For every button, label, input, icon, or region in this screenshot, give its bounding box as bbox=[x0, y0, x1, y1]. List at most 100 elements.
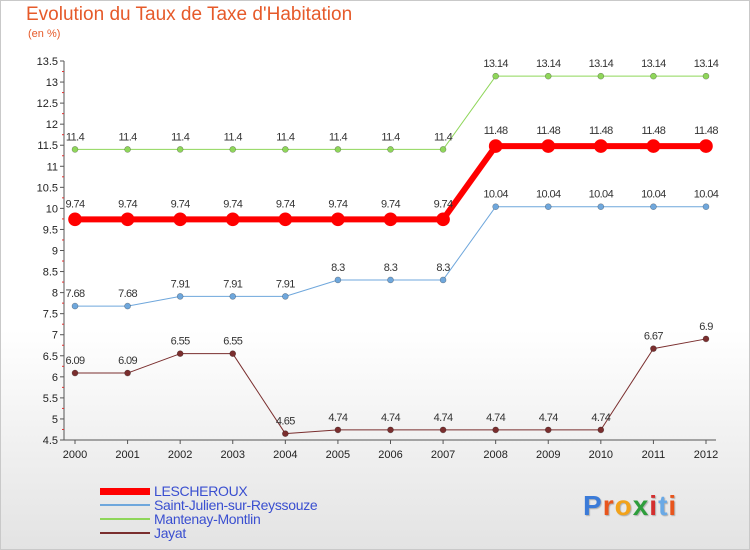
logo-letter: P bbox=[583, 490, 603, 521]
data-point-mantenay-montlin bbox=[492, 72, 499, 80]
y-tick-label: 8 bbox=[52, 288, 58, 300]
data-label-lescheroux: 9.74 bbox=[434, 198, 453, 210]
data-point-jayat bbox=[544, 426, 552, 434]
data-point-saint-julien-sur-reyssouze bbox=[439, 276, 447, 284]
data-point-jayat bbox=[702, 335, 710, 343]
data-label-lescheroux: 9.74 bbox=[118, 198, 137, 210]
data-point-saint-julien-sur-reyssouze bbox=[334, 276, 342, 284]
data-label-lescheroux: 11.48 bbox=[694, 125, 718, 137]
y-tick-label: 11 bbox=[47, 161, 58, 173]
data-label-saint-julien-sur-reyssouze: 7.91 bbox=[276, 278, 295, 290]
x-tick-label: 2005 bbox=[326, 449, 350, 461]
data-label-saint-julien-sur-reyssouze: 8.3 bbox=[331, 262, 345, 274]
data-point-saint-julien-sur-reyssouze bbox=[282, 293, 289, 300]
y-tick-label: 5.5 bbox=[43, 393, 58, 405]
data-point-mantenay-montlin bbox=[702, 72, 710, 80]
legend-item-saint-julien-sur-reyssouze: Saint-Julien-sur-Reyssouze bbox=[100, 498, 318, 512]
legend-swatch bbox=[100, 518, 150, 520]
y-tick-label: 4.5 bbox=[43, 435, 58, 447]
data-label-lescheroux: 11.48 bbox=[642, 125, 666, 137]
data-point-saint-julien-sur-reyssouze bbox=[597, 203, 605, 211]
data-point-mantenay-montlin bbox=[334, 146, 342, 153]
data-label-saint-julien-sur-reyssouze: 10.04 bbox=[483, 189, 508, 201]
data-point-jayat bbox=[334, 426, 342, 434]
data-label-mantenay-montlin: 11.4 bbox=[171, 131, 190, 143]
legend-label: Mantenay-Montlin bbox=[154, 511, 261, 527]
data-point-mantenay-montlin bbox=[124, 146, 131, 153]
y-tick-label: 12 bbox=[46, 119, 58, 131]
data-label-saint-julien-sur-reyssouze: 10.04 bbox=[641, 189, 666, 201]
data-point-mantenay-montlin bbox=[439, 146, 447, 153]
x-tick-label: 2012 bbox=[694, 449, 718, 461]
data-point-lescheroux bbox=[488, 139, 503, 153]
legend-swatch bbox=[100, 504, 150, 506]
data-label-jayat: 6.55 bbox=[223, 336, 242, 348]
data-label-mantenay-montlin: 11.4 bbox=[381, 131, 400, 143]
x-tick-label: 2002 bbox=[168, 449, 192, 461]
data-label-mantenay-montlin: 11.4 bbox=[276, 131, 295, 143]
data-label-lescheroux: 11.48 bbox=[484, 125, 508, 137]
data-point-jayat bbox=[492, 426, 499, 434]
data-point-mantenay-montlin bbox=[176, 146, 184, 153]
data-label-saint-julien-sur-reyssouze: 10.04 bbox=[694, 189, 719, 201]
data-point-jayat bbox=[282, 430, 289, 437]
data-point-jayat bbox=[176, 350, 184, 357]
data-label-jayat: 6.67 bbox=[644, 331, 663, 343]
y-tick-label: 10 bbox=[46, 203, 58, 215]
data-point-mantenay-montlin bbox=[597, 72, 605, 80]
y-tick-label: 7 bbox=[52, 330, 58, 342]
data-point-jayat bbox=[71, 369, 79, 377]
x-tick-label: 2008 bbox=[483, 449, 507, 461]
data-point-lescheroux bbox=[68, 212, 82, 227]
x-tick-label: 2006 bbox=[378, 449, 402, 461]
y-tick-label: 9 bbox=[52, 246, 58, 258]
y-tick-label: 11.5 bbox=[37, 140, 58, 152]
legend-item-lescheroux: LESCHEROUX bbox=[100, 484, 317, 498]
data-point-mantenay-montlin bbox=[387, 146, 394, 153]
x-tick-label: 2000 bbox=[63, 449, 87, 461]
data-label-mantenay-montlin: 11.4 bbox=[118, 131, 137, 143]
data-point-saint-julien-sur-reyssouze bbox=[544, 203, 552, 211]
legend: LESCHEROUX Saint-Julien-sur-Reyssouze Mant… bbox=[100, 484, 318, 541]
x-tick-label: 2004 bbox=[273, 449, 297, 461]
data-point-jayat bbox=[650, 345, 657, 352]
data-label-mantenay-montlin: 11.4 bbox=[434, 131, 453, 143]
y-tick-label: 5 bbox=[52, 414, 58, 426]
x-tick-label: 2010 bbox=[589, 449, 613, 461]
data-point-saint-julien-sur-reyssouze bbox=[229, 293, 237, 300]
data-point-saint-julien-sur-reyssouze bbox=[124, 302, 131, 310]
line-chart: 4.5 5 5.5 6 6.5 7 7.5 8 8.5 9 9.5 10 10.5 11 11.5 12 12.… bbox=[37, 56, 720, 461]
data-label-jayat: 4.65 bbox=[276, 416, 295, 428]
data-label-lescheroux: 9.74 bbox=[65, 198, 84, 210]
y-tick-label: 8.5 bbox=[43, 267, 58, 279]
data-label-jayat: 4.74 bbox=[381, 412, 400, 424]
data-label-mantenay-montlin: 11.4 bbox=[224, 131, 243, 143]
data-label-jayat: 4.74 bbox=[486, 412, 505, 424]
logo-letter: t bbox=[658, 490, 669, 521]
data-label-mantenay-montlin: 11.4 bbox=[329, 131, 348, 143]
data-label-lescheroux: 9.74 bbox=[276, 198, 295, 210]
logo-letter: o bbox=[614, 490, 633, 521]
legend-item-mantenay-montlin: Mantenay-Montlin bbox=[100, 512, 317, 526]
data-label-mantenay-montlin: 13.14 bbox=[641, 58, 666, 70]
data-label-saint-julien-sur-reyssouze: 8.3 bbox=[384, 262, 398, 274]
y-tick-label: 13.5 bbox=[37, 56, 58, 68]
data-point-jayat bbox=[124, 369, 131, 377]
data-label-lescheroux: 9.74 bbox=[381, 198, 400, 210]
data-label-saint-julien-sur-reyssouze: 7.68 bbox=[118, 288, 137, 300]
data-label-jayat: 4.74 bbox=[591, 412, 610, 424]
data-point-lescheroux bbox=[331, 212, 345, 227]
data-point-mantenay-montlin bbox=[229, 146, 237, 153]
data-label-jayat: 4.74 bbox=[434, 412, 453, 424]
data-label-jayat: 6.09 bbox=[118, 355, 137, 367]
data-label-saint-julien-sur-reyssouze: 7.91 bbox=[171, 278, 190, 290]
y-tick-label: 6.5 bbox=[43, 351, 58, 363]
legend-label: Jayat bbox=[154, 525, 186, 541]
data-label-lescheroux: 11.48 bbox=[589, 125, 613, 137]
data-point-saint-julien-sur-reyssouze bbox=[71, 302, 79, 310]
data-point-lescheroux bbox=[225, 212, 240, 227]
y-tick-label: 7.5 bbox=[43, 309, 58, 321]
data-label-lescheroux: 9.74 bbox=[328, 198, 347, 210]
x-tick-label: 2011 bbox=[642, 449, 666, 461]
legend-swatch bbox=[100, 532, 150, 534]
